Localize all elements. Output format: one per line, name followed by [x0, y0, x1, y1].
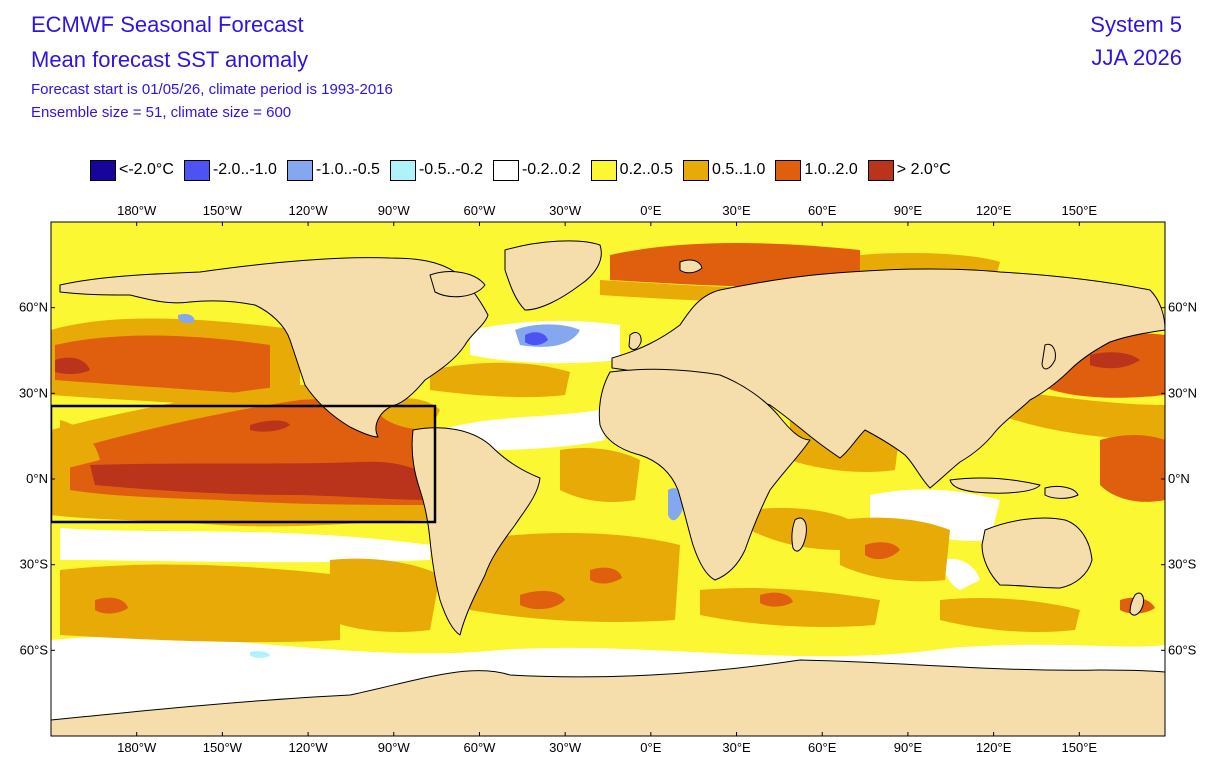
- west-pacific-hot: [1100, 435, 1165, 502]
- lon-label-bottom: 60°W: [463, 740, 496, 755]
- legend-swatch: [590, 159, 617, 181]
- lat-label-right: 30°S: [1168, 557, 1197, 572]
- color-legend: <-2.0°C -2.0..-1.0 -1.0..-0.5 -0.5..-0.2 -0.…: [90, 158, 961, 182]
- legend-label: 1.0..2.0: [804, 161, 858, 178]
- lon-label-bottom: 120°W: [288, 740, 328, 755]
- south-pacific-warm: [60, 564, 340, 643]
- map-subtitle: Mean forecast SST anomaly: [31, 47, 309, 72]
- legend-item: <-2.0°C: [90, 159, 174, 181]
- legend-label: <-2.0°C: [119, 161, 174, 178]
- legend-item: 1.0..2.0: [775, 159, 858, 181]
- legend-label: 0.2..0.5: [619, 161, 674, 178]
- barents-hot: [610, 243, 860, 288]
- lat-label-right: 30°N: [1168, 385, 1197, 400]
- lon-label-top: 30°E: [722, 203, 751, 218]
- legend-item: 0.2..0.5: [590, 159, 674, 181]
- lon-label-top: 30°W: [549, 203, 582, 218]
- legend-item: > 2.0°C: [867, 159, 951, 181]
- nino-region-box: [51, 404, 437, 524]
- lat-label-left: 0°N: [26, 471, 48, 486]
- lon-label-top: 150°E: [1062, 203, 1098, 218]
- legend-label: -0.5..-0.2: [418, 161, 483, 178]
- legend-swatch: [183, 159, 210, 181]
- lon-label-top: 90°E: [894, 203, 923, 218]
- lat-label-left: 30°N: [19, 385, 48, 400]
- legend-swatch: [867, 159, 894, 181]
- lat-label-left: 60°N: [19, 300, 48, 315]
- lon-label-top: 120°W: [288, 203, 328, 218]
- land-madagascar: [791, 517, 807, 552]
- legend-label: > 2.0°C: [896, 161, 951, 178]
- land-antarctica: [51, 659, 1165, 736]
- south-pacific-neutral: [60, 528, 430, 563]
- land-south-america: [411, 427, 541, 636]
- lon-label-top: 180°W: [117, 203, 157, 218]
- lon-label-bottom: 30°E: [722, 740, 751, 755]
- lon-label-top: 60°W: [463, 203, 496, 218]
- forecast-start-info: Forecast start is 01/05/26, climate peri…: [31, 81, 393, 98]
- lon-label-top: 120°E: [976, 203, 1012, 218]
- land-svalbard: [679, 259, 703, 274]
- lon-label-top: 90°W: [378, 203, 411, 218]
- land-baffin: [429, 271, 486, 298]
- land-new-guinea: [1044, 485, 1079, 499]
- lat-label-right: 60°N: [1168, 300, 1197, 315]
- lon-label-bottom: 180°W: [117, 740, 157, 755]
- legend-item: -1.0..-0.5: [286, 159, 380, 181]
- lon-label-bottom: 90°E: [894, 740, 923, 755]
- season-label: JJA 2026: [1091, 45, 1182, 70]
- legend-label: -0.2..0.2: [521, 161, 581, 178]
- land-africa: [598, 368, 811, 581]
- lon-label-top: 0°E: [640, 203, 661, 218]
- lon-label-bottom: 150°W: [203, 740, 243, 755]
- legend-label: -1.0..-0.5: [315, 161, 380, 178]
- land-new-zealand: [1129, 592, 1144, 616]
- map-title: ECMWF Seasonal Forecast: [31, 12, 304, 37]
- land-australia: [981, 517, 1093, 589]
- lon-label-bottom: 60°E: [808, 740, 837, 755]
- system-label: System 5: [1090, 12, 1182, 37]
- legend-item: 0.5..1.0: [683, 159, 766, 181]
- land-indonesia: [949, 477, 1041, 494]
- lon-label-top: 60°E: [808, 203, 837, 218]
- axis-labels: 180°W 180°W 150°W 150°W 120°W 120°W 90°W 90°W 60…: [19, 203, 1197, 755]
- south-atlantic-warm: [470, 533, 680, 622]
- legend-label: -2.0..-1.0: [212, 161, 277, 178]
- landmasses: [51, 240, 1165, 736]
- lat-label-right: 60°S: [1168, 642, 1197, 657]
- lat-label-left: 60°S: [20, 642, 49, 657]
- legend-swatch: [683, 159, 710, 181]
- lat-label-left: 30°S: [20, 557, 49, 572]
- legend-swatch: [389, 159, 416, 181]
- lon-label-bottom: 120°E: [976, 740, 1012, 755]
- legend-label: 0.5..1.0: [712, 161, 766, 178]
- lat-label-right: 0°N: [1168, 471, 1190, 486]
- lon-label-bottom: 0°E: [640, 740, 661, 755]
- lon-label-top: 150°W: [203, 203, 243, 218]
- land-greenland: [504, 240, 602, 311]
- lon-label-bottom: 150°E: [1062, 740, 1098, 755]
- lon-label-bottom: 30°W: [549, 740, 582, 755]
- equatorial-pacific-extreme: [90, 461, 432, 500]
- lon-label-bottom: 90°W: [378, 740, 411, 755]
- legend-swatch: [90, 159, 116, 181]
- land-uk: [628, 332, 642, 350]
- north-pacific-hot: [55, 335, 270, 395]
- land-eurasia: [611, 268, 1165, 489]
- legend-item: -0.2..0.2: [492, 159, 581, 181]
- legend-swatch: [492, 159, 519, 181]
- legend-item: -0.5..-0.2: [389, 159, 483, 181]
- land-japan: [1041, 343, 1056, 370]
- ensemble-info: Ensemble size = 51, climate size = 600: [31, 104, 292, 121]
- legend-swatch: [286, 159, 313, 181]
- australia-west-neutral: [940, 558, 980, 590]
- legend-swatch: [775, 159, 802, 181]
- legend-item: -2.0..-1.0: [183, 159, 277, 181]
